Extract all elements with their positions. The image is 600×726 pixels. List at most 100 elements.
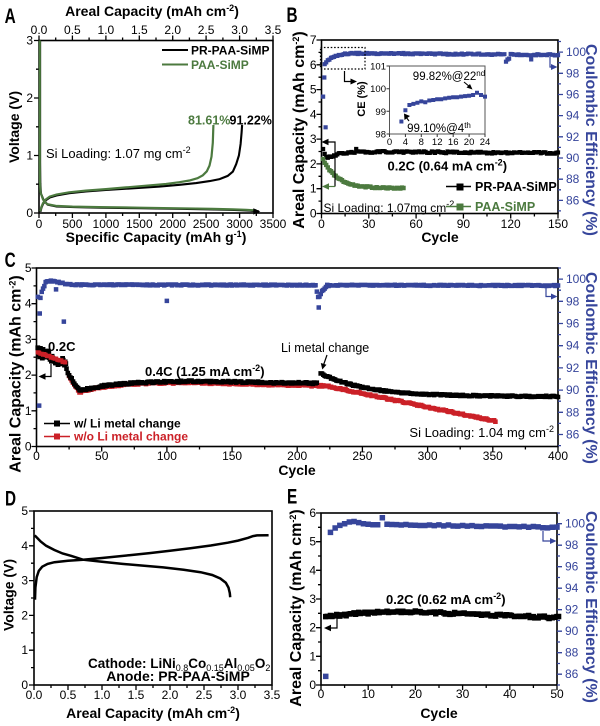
svg-text:Coulombic Efficiency (%): Coulombic Efficiency (%) [582,511,599,703]
svg-text:1: 1 [25,404,32,418]
svg-text:PAA-SiMP: PAA-SiMP [191,58,249,72]
svg-text:0: 0 [21,678,28,692]
svg-text:30: 30 [456,687,470,701]
svg-text:3.5: 3.5 [265,23,282,37]
svg-text:2: 2 [310,157,317,171]
svg-text:96: 96 [566,317,580,331]
svg-text:0.5: 0.5 [64,23,81,37]
svg-text:1.0: 1.0 [98,23,115,37]
svg-text:10: 10 [362,687,376,701]
svg-text:2: 2 [21,608,28,622]
svg-text:96: 96 [566,88,580,102]
svg-text:5: 5 [310,83,317,97]
svg-text:0: 0 [309,678,316,692]
svg-text:350: 350 [483,449,503,463]
svg-text:5: 5 [309,535,316,549]
svg-text:88: 88 [566,405,580,419]
svg-text:Si Loading: 1.04 mg cm-2: Si Loading: 1.04 mg cm-2 [409,424,554,440]
svg-text:98: 98 [566,294,580,308]
svg-text:2.5: 2.5 [196,688,213,702]
svg-text:0: 0 [33,449,40,463]
svg-text:Voltage (V): Voltage (V) [6,91,22,163]
svg-text:6: 6 [310,58,317,72]
svg-text:1: 1 [21,643,28,657]
svg-text:Cycle: Cycle [421,229,459,245]
svg-text:120: 120 [501,217,521,231]
svg-text:Cycle: Cycle [278,462,316,478]
svg-text:Areal Capacity (mAh cm-2): Areal Capacity (mAh cm-2) [65,3,239,19]
svg-text:0: 0 [318,217,325,231]
svg-text:1: 1 [26,149,33,163]
svg-text:Areal Capacity (mAh cm-2): Areal Capacity (mAh cm-2) [291,31,308,228]
svg-text:2.5: 2.5 [198,23,215,37]
svg-text:Areal Capacity (mAh cm-2): Areal Capacity (mAh cm-2) [66,705,240,721]
svg-text:500: 500 [62,217,82,231]
svg-text:Si Loading: 1.07 mg cm-2: Si Loading: 1.07 mg cm-2 [46,145,191,161]
svg-text:200: 200 [287,449,307,463]
svg-text:1: 1 [310,182,317,196]
svg-text:88: 88 [565,646,579,660]
svg-text:1000: 1000 [93,217,120,231]
svg-text:0.2C (0.62 mA cm-2): 0.2C (0.62 mA cm-2) [386,591,506,607]
svg-text:Cycle: Cycle [420,705,458,721]
svg-text:PR-PAA-SiMP: PR-PAA-SiMP [475,180,557,194]
svg-text:99: 99 [375,107,386,118]
svg-text:Coulombic Efficiency (%): Coulombic Efficiency (%) [582,272,599,464]
svg-text:Li metal change: Li metal change [281,341,369,355]
svg-text:2: 2 [26,91,33,105]
svg-text:0.2C: 0.2C [48,339,76,354]
svg-text:2: 2 [309,621,316,635]
svg-text:CE (%): CE (%) [356,81,368,117]
svg-text:100: 100 [157,449,177,463]
svg-text:90: 90 [566,383,580,397]
svg-text:0: 0 [310,207,317,221]
svg-text:Si Loading: 1.07mg cm-2: Si Loading: 1.07mg cm-2 [324,199,455,215]
svg-text:E: E [287,484,297,508]
svg-text:1: 1 [309,649,316,663]
svg-text:0.2C (0.64 mA cm-2): 0.2C (0.64 mA cm-2) [388,158,508,174]
svg-text:4: 4 [310,107,317,121]
svg-text:Anode: PR-PAA-SiMP: Anode: PR-PAA-SiMP [106,668,250,684]
svg-text:0.0: 0.0 [26,688,43,702]
svg-text:8: 8 [419,137,424,148]
svg-text:94: 94 [566,339,580,353]
svg-text:Voltage (V): Voltage (V) [1,559,17,631]
svg-text:0: 0 [26,206,33,220]
svg-text:400: 400 [548,449,568,463]
svg-text:C: C [5,248,16,272]
svg-text:101: 101 [370,62,386,73]
svg-text:94: 94 [566,109,580,123]
svg-text:91.22%: 91.22% [230,114,272,128]
svg-text:2500: 2500 [193,217,220,231]
svg-text:100: 100 [566,272,586,286]
svg-text:Specific Capacity (mAh g-1): Specific Capacity (mAh g-1) [66,229,247,245]
svg-text:1.5: 1.5 [131,23,148,37]
svg-text:12: 12 [432,137,443,148]
svg-text:90: 90 [457,217,471,231]
svg-text:92: 92 [566,361,580,375]
svg-text:4: 4 [309,563,316,577]
svg-text:96: 96 [565,560,579,574]
svg-text:2: 2 [25,368,32,382]
svg-text:0: 0 [25,440,32,454]
svg-text:3: 3 [25,332,32,346]
svg-text:50: 50 [550,687,564,701]
svg-text:4: 4 [25,297,32,311]
svg-text:B: B [287,2,298,26]
svg-text:1.5: 1.5 [128,688,145,702]
svg-text:150: 150 [222,449,242,463]
svg-text:3: 3 [26,34,33,48]
svg-text:Coulombic Efficiency (%): Coulombic Efficiency (%) [582,44,599,236]
svg-text:Areal Capacity (mAh cm-2): Areal Capacity (mAh cm-2) [288,509,305,706]
svg-text:150: 150 [548,217,568,231]
svg-text:40: 40 [503,687,517,701]
svg-text:92: 92 [566,130,580,144]
svg-text:6: 6 [309,506,316,520]
svg-text:A: A [5,3,16,27]
svg-text:24: 24 [480,137,491,148]
svg-text:3.0: 3.0 [230,688,247,702]
svg-text:30: 30 [362,217,376,231]
svg-text:0.0: 0.0 [31,23,48,37]
svg-text:Areal Capacity (mAh cm-2): Areal Capacity (mAh cm-2) [8,275,25,472]
svg-text:20: 20 [409,687,423,701]
